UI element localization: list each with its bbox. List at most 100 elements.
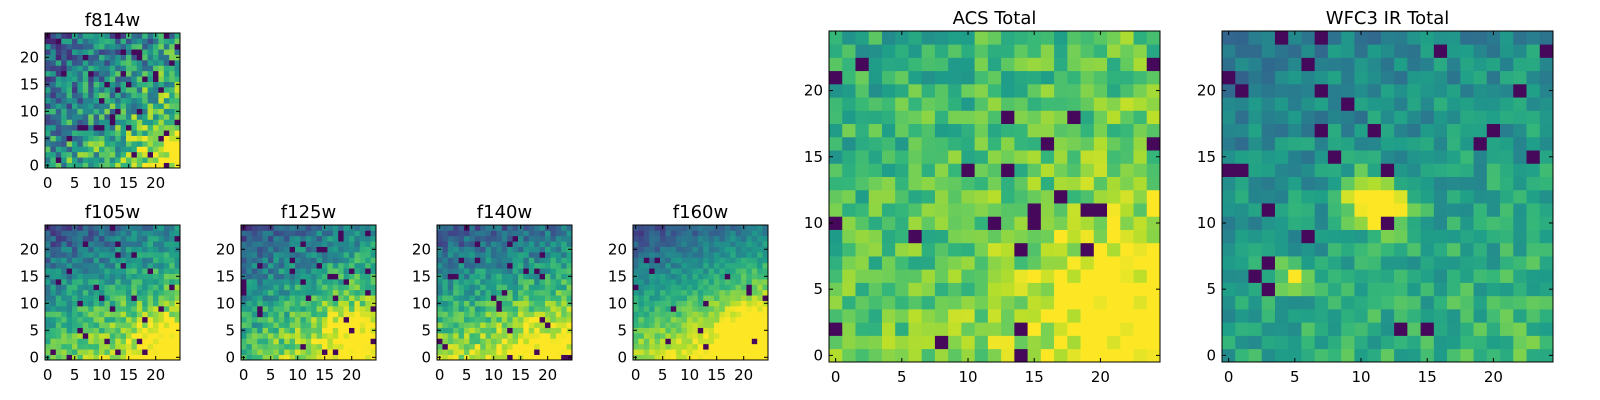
heatmap-cell [458, 279, 465, 285]
heatmap-cell [273, 289, 280, 296]
heatmap-cell [442, 289, 449, 296]
heatmap-cell [262, 306, 269, 312]
heatmap-cell [660, 284, 666, 291]
heatmap-cell [322, 273, 328, 280]
heatmap-cell [1133, 83, 1148, 98]
heatmap-cell [147, 273, 154, 280]
heatmap-cell [534, 349, 540, 355]
heatmap-cell [507, 235, 513, 242]
heatmap-cell [99, 343, 105, 350]
heatmap-cell [1420, 282, 1435, 297]
heatmap-cell [1394, 282, 1408, 297]
heatmap-cell [908, 83, 923, 98]
heatmap-cell [322, 268, 328, 274]
heatmap-cell [1314, 176, 1329, 191]
x-tick-label: 20 [1091, 368, 1110, 386]
heatmap-cell [66, 241, 73, 247]
heatmap-cell [120, 108, 127, 115]
heatmap-cell [842, 269, 856, 283]
heatmap-cell [1473, 256, 1488, 270]
heatmap-cell [158, 33, 165, 39]
heatmap-cell [987, 189, 1002, 204]
heatmap-cell [82, 103, 89, 109]
heatmap-cell [109, 354, 116, 361]
heatmap-cell [746, 289, 753, 296]
heatmap-cell [120, 354, 127, 361]
heatmap-cell [349, 306, 355, 312]
heatmap-cell [1107, 123, 1121, 138]
heatmap-cell [464, 349, 470, 355]
heatmap-cell [442, 349, 449, 355]
heatmap-cell [703, 322, 709, 328]
heatmap-cell [480, 338, 486, 345]
heatmap-cell [714, 257, 720, 264]
heatmap-cell [654, 322, 661, 328]
heatmap-cell [1133, 189, 1148, 204]
heatmap-cell [1080, 123, 1095, 138]
heatmap-cell [464, 338, 470, 345]
heatmap-cell [120, 333, 127, 339]
heatmap-cell [169, 343, 175, 350]
heatmap-cell [305, 343, 312, 350]
heatmap-cell [305, 252, 312, 258]
heatmap-cell [147, 230, 154, 237]
heatmap-cell [447, 349, 454, 355]
heatmap-cell [262, 284, 269, 291]
heatmap-cell [257, 343, 263, 350]
heatmap-cell [311, 295, 317, 301]
heatmap-cell [751, 295, 758, 301]
heatmap-cell [359, 235, 366, 242]
heatmap-cell [61, 230, 67, 237]
heatmap-cell [131, 252, 138, 258]
heatmap-cell [730, 349, 736, 355]
heatmap-cell [1500, 295, 1514, 310]
heatmap-cell [88, 284, 94, 291]
heatmap-cell [762, 349, 769, 355]
heatmap-cell [99, 76, 105, 82]
heatmap-cell [289, 262, 296, 269]
heatmap-cell [485, 333, 492, 339]
heatmap-cell [1133, 256, 1148, 270]
heatmap-cell [633, 289, 639, 296]
heatmap-cell [142, 235, 148, 242]
heatmap-cell [1107, 44, 1121, 58]
heatmap-cell [1080, 242, 1095, 257]
heatmap-cell [169, 268, 175, 274]
heatmap-cell [370, 343, 377, 350]
heatmap-cell [437, 316, 443, 323]
heatmap-cell [1539, 309, 1554, 323]
heatmap-cell [469, 306, 476, 312]
heatmap-cell [359, 252, 366, 258]
heatmap-cell [480, 306, 486, 312]
heatmap-cell [961, 348, 975, 363]
heatmap-cell [1354, 295, 1368, 310]
heatmap-cell [278, 284, 285, 291]
heatmap-cell [1526, 70, 1541, 85]
heatmap-cell [322, 327, 328, 334]
heatmap-cell [1526, 203, 1541, 217]
heatmap-cell [757, 268, 763, 274]
heatmap-cell [295, 349, 301, 355]
heatmap-cell [442, 343, 449, 350]
heatmap-cell [1301, 216, 1316, 230]
heatmap-cell [751, 333, 758, 339]
heatmap-cell [1539, 163, 1554, 177]
heatmap-cell [447, 295, 454, 301]
heatmap-cell [908, 348, 923, 363]
heatmap-cell [1274, 163, 1289, 177]
heatmap-cell [697, 262, 704, 269]
heatmap-cell [72, 284, 78, 291]
heatmap-cell [1093, 216, 1108, 230]
heatmap-cell [523, 349, 530, 355]
heatmap-cell [338, 284, 344, 291]
heatmap-cell [295, 273, 301, 280]
heatmap-cell [708, 252, 715, 258]
heatmap-cell [115, 65, 121, 72]
heatmap-cell [82, 141, 89, 147]
heatmap-cell [354, 284, 361, 291]
heatmap-cell [147, 124, 154, 131]
heatmap-cell [974, 229, 989, 244]
heatmap-cell [1107, 295, 1121, 310]
heatmap-cell [555, 354, 562, 361]
heatmap-cell [948, 269, 962, 283]
